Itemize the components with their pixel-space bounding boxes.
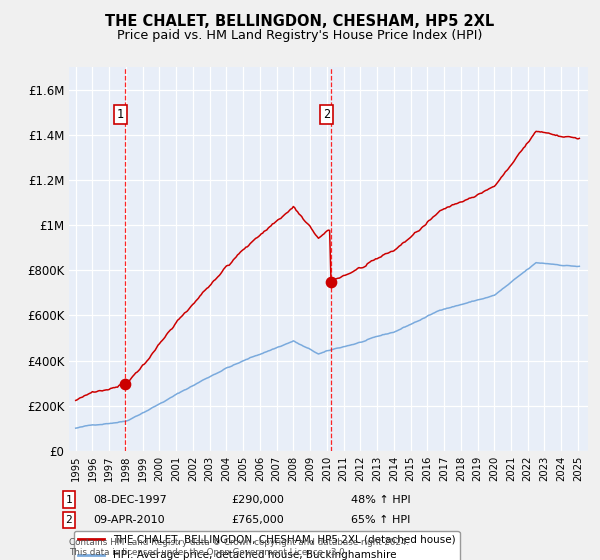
Text: £765,000: £765,000 bbox=[231, 515, 284, 525]
Text: 2: 2 bbox=[65, 515, 73, 525]
Text: £290,000: £290,000 bbox=[231, 494, 284, 505]
Text: Price paid vs. HM Land Registry's House Price Index (HPI): Price paid vs. HM Land Registry's House … bbox=[118, 29, 482, 42]
Text: THE CHALET, BELLINGDON, CHESHAM, HP5 2XL: THE CHALET, BELLINGDON, CHESHAM, HP5 2XL bbox=[106, 14, 494, 29]
Text: 1: 1 bbox=[65, 494, 73, 505]
Text: 2: 2 bbox=[323, 108, 331, 121]
Text: Contains HM Land Registry data © Crown copyright and database right 2024.
This d: Contains HM Land Registry data © Crown c… bbox=[69, 538, 409, 557]
Text: 48% ↑ HPI: 48% ↑ HPI bbox=[351, 494, 410, 505]
Text: 1: 1 bbox=[117, 108, 124, 121]
Text: 08-DEC-1997: 08-DEC-1997 bbox=[93, 494, 167, 505]
Legend: THE CHALET, BELLINGDON, CHESHAM, HP5 2XL (detached house), HPI: Average price, d: THE CHALET, BELLINGDON, CHESHAM, HP5 2XL… bbox=[74, 531, 460, 560]
Text: 65% ↑ HPI: 65% ↑ HPI bbox=[351, 515, 410, 525]
Point bbox=[120, 380, 130, 389]
Text: 09-APR-2010: 09-APR-2010 bbox=[93, 515, 164, 525]
Point bbox=[326, 277, 336, 286]
